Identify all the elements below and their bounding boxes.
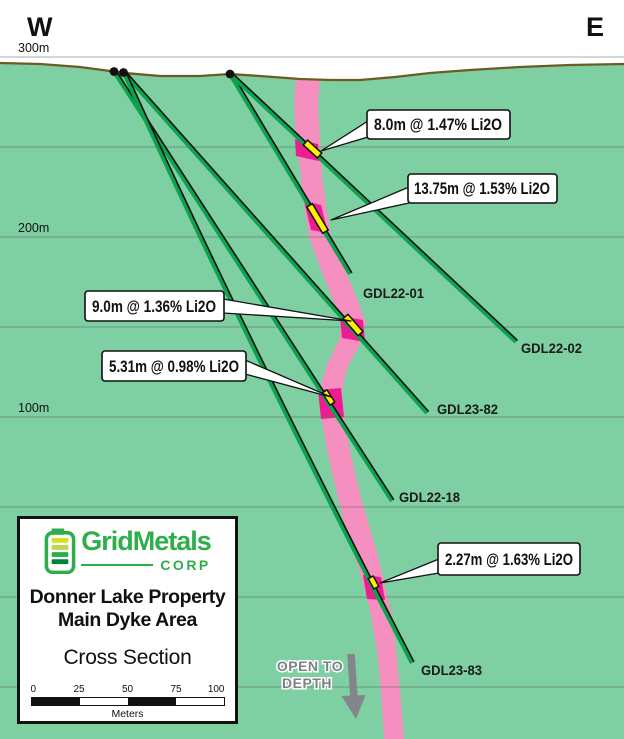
company-corp: CORP — [160, 557, 211, 573]
hole-label-GDL23-82: GDL23-82 — [437, 401, 498, 417]
depth-arrow-shaft — [347, 653, 358, 700]
legend-box: GridMetals CORP Donner Lake Property Mai… — [17, 516, 238, 724]
battery-logo-icon — [44, 528, 76, 579]
elevation-label-100m: 100m — [18, 401, 49, 415]
property-title-line2: Main Dyke Area — [58, 609, 197, 632]
callout-label: 2.27m @ 1.63% Li2O — [445, 550, 573, 569]
scale-unit: Meters — [111, 707, 144, 720]
collar-dot — [109, 67, 119, 76]
drill-traces — [113, 70, 519, 664]
callout-box — [407, 173, 558, 204]
scale-bar: 0 25 50 75 100 Meters — [30, 684, 225, 720]
drill-trace-GDL23-83-outline — [125, 71, 415, 663]
scale-tick: 0 — [30, 683, 37, 695]
drill-trace-GDL23-82 — [122, 71, 429, 415]
callout-label: 13.75m @ 1.53% Li2O — [414, 179, 550, 198]
corp-underline — [81, 563, 154, 567]
callout-box — [84, 290, 225, 322]
intercept-bar — [304, 141, 321, 157]
hole-label-GDL22-01: GDL22-01 — [363, 285, 424, 301]
elevation-label-200m: 200m — [18, 221, 49, 235]
drill-collars — [109, 67, 235, 79]
hole-label-GDL23-83: GDL23-83 — [421, 662, 482, 678]
callout-label: 9.0m @ 1.36% Li2O — [92, 297, 216, 316]
drill-hole-labels: GDL22-01 GDL22-02 GDL23-82 GDL22-18 GDL2… — [363, 285, 582, 678]
assay-intercepts — [302, 139, 380, 590]
collar-dot — [119, 68, 128, 77]
drill-trace-GDL23-82-outline — [125, 70, 430, 413]
scale-segment — [31, 697, 80, 705]
callout-box — [366, 109, 511, 140]
drill-trace-GDL22-01 — [228, 72, 352, 276]
scale-tick: 75 — [170, 683, 182, 695]
intercept-bar — [369, 576, 378, 589]
open-to-depth-line1: OPEN TO — [277, 658, 343, 674]
hole-label-GDL22-18: GDL22-18 — [399, 489, 460, 505]
depth-arrow-head — [341, 695, 366, 719]
section-subtitle: Cross Section — [63, 645, 192, 669]
drill-trace-GDL22-18-outline — [116, 71, 395, 501]
intercept-bar — [323, 390, 334, 405]
scale-segment — [79, 697, 128, 705]
callout-label: 8.0m @ 1.47% Li2O — [374, 115, 502, 134]
compass-west: W — [27, 12, 53, 42]
scale-segment — [175, 697, 224, 705]
gridmetals-logo: GridMetals CORP — [44, 526, 212, 579]
callout-box — [437, 542, 581, 576]
intercept-bar — [307, 204, 328, 233]
intercept-bar — [344, 315, 362, 335]
scale-tick: 50 — [121, 683, 134, 695]
scale-tick: 25 — [73, 683, 85, 695]
hole-label-GDL22-02: GDL22-02 — [521, 340, 582, 356]
drill-trace-GDL22-01-outline — [231, 72, 353, 274]
callout-label: 5.31m @ 0.98% Li2O — [109, 357, 239, 376]
drill-trace-GDL23-83 — [122, 72, 414, 664]
dyke-pegmatite — [294, 79, 404, 739]
collar-dot — [225, 69, 235, 79]
scale-segment — [127, 697, 176, 705]
open-to-depth-line2: DEPTH — [282, 675, 332, 691]
callout-box — [101, 350, 247, 382]
scale-tick: 100 — [207, 683, 225, 695]
callout-boxes: 8.0m @ 1.47% Li2O 13.75m @ 1.53% Li2O 9.… — [84, 109, 581, 576]
elevation-axis-labels: 300m 200m 100m — [18, 41, 49, 415]
elevation-label-300m: 300m — [18, 41, 49, 55]
scale-bar-segments — [30, 696, 225, 706]
open-to-depth: OPEN TO DEPTH — [275, 653, 366, 719]
company-name: GridMetals — [81, 526, 212, 556]
compass-east: E — [586, 12, 604, 42]
surface-topo-line — [0, 61, 624, 82]
property-title-line1: Donner Lake Property — [29, 586, 226, 608]
drill-trace-GDL22-18 — [113, 71, 394, 503]
scale-tick-labels: 0 25 50 75 100 — [31, 684, 225, 697]
elevation-gridlines — [0, 56, 624, 688]
